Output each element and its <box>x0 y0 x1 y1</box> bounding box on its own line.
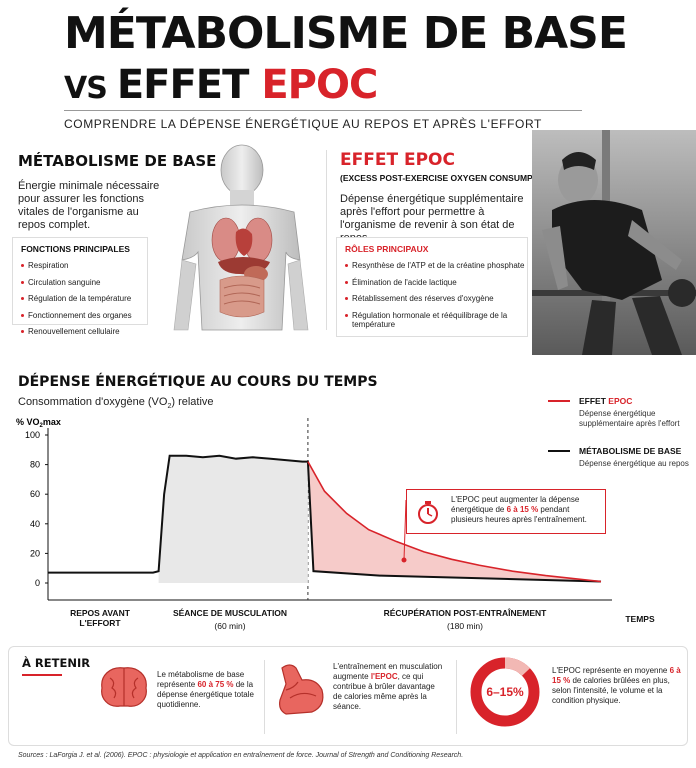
y-axis-label: % VO2max <box>16 417 61 429</box>
title-epoc: EPOC <box>261 62 378 108</box>
chart-subtitle: Consommation d'oxygène (VO2) relative <box>18 396 214 411</box>
epoc-callout: L'EPOC peut augmenter la dépense énergét… <box>406 489 606 534</box>
callout-pointer <box>403 499 407 561</box>
x-category-seance: SÉANCE DE MUSCULATION <box>172 608 288 618</box>
anatomy-body-illustration <box>173 144 309 331</box>
list-item: Respiration <box>21 261 132 270</box>
x-category-repos: REPOS AVANT L'EFFORT <box>70 608 130 628</box>
legend-bmr-desc: Dépense énergétique au repos <box>579 459 689 468</box>
epoc-section-subtitle: (EXCESS POST-EXERCISE OXYGEN CONSUMPTION… <box>340 173 556 183</box>
callout-dot <box>401 557 407 563</box>
epoc-area <box>307 461 601 582</box>
y-tick-label: 60 <box>30 489 40 499</box>
list-item: Élimination de l'acide lactique <box>345 278 527 287</box>
legend-bmr-line <box>548 450 570 452</box>
brain-icon <box>101 667 147 707</box>
bmr-description: Énergie minimale nécessaire pour assurer… <box>18 180 160 231</box>
bmr-functions-box: FONCTIONS PRINCIPALES Respiration Circul… <box>12 237 148 336</box>
x-category-recuperation-duration: (180 min) <box>447 621 483 631</box>
athlete-photo <box>532 130 696 355</box>
takeaway-bmr-text: Le métabolisme de base représente 60 à 7… <box>157 670 254 709</box>
key-takeaways-title: À RETENIR <box>22 656 91 670</box>
takeaway-divider <box>264 660 265 734</box>
key-takeaways-underline <box>22 674 62 676</box>
takeaway-epoc-text: L'EPOC représente en moyenne 6 à 15 % de… <box>552 666 681 705</box>
y-tick-label: 80 <box>30 460 40 470</box>
epoc-section-title: EFFET EPOC <box>340 150 455 170</box>
takeaway-training-text: L'entraînement en musculation augmente l… <box>333 662 443 711</box>
y-tick-label: 40 <box>30 519 40 529</box>
epoc-roles-list: Resynthèse de l'ATP et de la créatine ph… <box>345 261 527 336</box>
list-item: Rétablissement des réserves d'oxygène <box>345 294 527 303</box>
workout-area <box>158 455 308 583</box>
legend-epoc-desc: Dépense énergétique supplémentaire après… <box>579 409 680 428</box>
list-item: Fonctionnement des organes <box>21 311 132 320</box>
x-axis-label: TEMPS <box>625 614 655 624</box>
epoc-roles-title: RÔLES PRINCIPAUX <box>345 244 429 254</box>
series-line-bmr <box>48 454 602 583</box>
callout-text: L'EPOC peut augmenter la dépense énergét… <box>451 495 587 524</box>
legend-epoc-line <box>548 400 570 402</box>
section-divider <box>326 150 327 330</box>
bmr-functions-title: FONCTIONS PRINCIPALES <box>21 244 130 254</box>
epoc-donut-chart: 6–15% <box>470 657 540 727</box>
subtitle: COMPRENDRE LA DÉPENSE ÉNERGÉTIQUE AU REP… <box>64 117 542 131</box>
main-title-line1: MÉTABOLISME DE BASE <box>64 8 628 59</box>
list-item: Régulation de la température <box>21 294 132 303</box>
epoc-description: Dépense énergétique supplémentaire après… <box>340 193 524 244</box>
takeaway-divider <box>456 660 457 734</box>
list-item: Renouvellement cellulaire <box>21 327 132 336</box>
flexed-arm-icon <box>279 664 324 715</box>
list-item: Resynthèse de l'ATP et de la créatine ph… <box>345 261 527 270</box>
x-category-seance-duration: (60 min) <box>214 621 246 631</box>
y-tick-label: 20 <box>30 548 40 558</box>
stopwatch-icon <box>418 501 438 524</box>
energy-chart: % VO2max 0 20 40 60 80 100 <box>16 417 612 601</box>
legend-bmr-name: MÉTABOLISME DE BASE <box>579 446 682 456</box>
legend-epoc-name: EFFET EPOC <box>579 396 633 406</box>
title-effet: EFFET <box>116 62 250 108</box>
bmr-section-title: MÉTABOLISME DE BASE <box>18 152 217 170</box>
main-title-line2: VS EFFET EPOC <box>64 62 378 108</box>
list-item: Circulation sanguine <box>21 278 132 287</box>
title-divider <box>64 110 582 111</box>
series-line-epoc <box>307 461 602 583</box>
donut-label: 6–15% <box>486 685 524 699</box>
bmr-functions-list: Respiration Circulation sanguine Régulat… <box>21 261 132 344</box>
sources-footnote: Sources : LaForgia J. et al. (2006). EPO… <box>18 752 464 759</box>
title-vs: VS <box>64 71 108 106</box>
y-tick-label: 0 <box>35 578 40 588</box>
epoc-roles-box: RÔLES PRINCIPAUX Resynthèse de l'ATP et … <box>336 237 528 337</box>
list-item: Régulation hormonale et rééquilibrage de… <box>345 311 527 329</box>
x-category-recuperation: RÉCUPÉRATION POST-ENTRAÎNEMENT <box>383 608 547 618</box>
chart-title: DÉPENSE ÉNERGÉTIQUE AU COURS DU TEMPS <box>18 374 378 390</box>
y-tick-label: 100 <box>25 430 40 440</box>
